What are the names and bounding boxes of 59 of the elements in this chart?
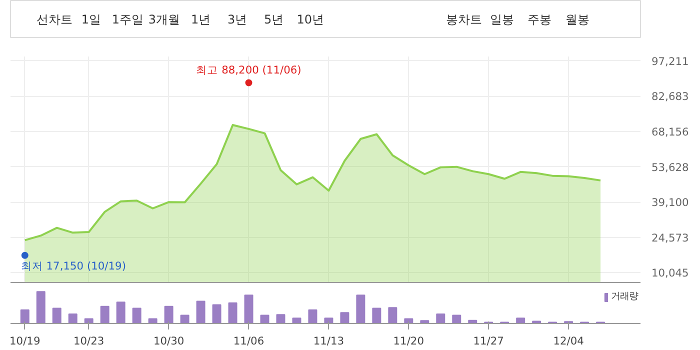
bar [84, 318, 94, 324]
x-tick-label: 10/30 [153, 334, 184, 348]
bar [212, 304, 222, 324]
bar [36, 291, 46, 324]
legend-label: 거래량 [611, 290, 638, 303]
bar [68, 313, 78, 324]
bar [244, 294, 254, 324]
text: 3년 [227, 12, 248, 26]
annotation: 최저 17,150 (10/19) [20, 259, 126, 272]
text: 3개월 [148, 12, 180, 26]
text: 5년 [264, 12, 284, 26]
text: 1년 [190, 12, 211, 26]
bar [148, 318, 158, 324]
text: 1일 [81, 12, 101, 26]
bar [164, 306, 174, 324]
y-tick-label: 82,683 [652, 90, 689, 104]
y-tick-label: 53,628 [652, 160, 690, 174]
bar [372, 308, 382, 324]
bar [52, 308, 62, 324]
y-tick-label: 10,045 [652, 266, 689, 280]
bar [452, 314, 462, 324]
bar [100, 306, 110, 324]
bar [516, 318, 526, 324]
y-tick-label: 39,100 [652, 196, 690, 210]
y-tick-label: 68,156 [652, 125, 690, 138]
x-tick-label: 11/06 [233, 334, 264, 348]
bar [292, 318, 302, 324]
bar [356, 294, 366, 324]
x-tick-label: 10/23 [73, 334, 104, 348]
text: 일봉 [490, 12, 514, 26]
x-tick-label: 11/20 [393, 334, 424, 348]
bar [420, 320, 430, 324]
x-tick-label: 10/19 [10, 334, 40, 348]
bar [308, 309, 318, 324]
bar [228, 302, 238, 324]
text: 10년 [296, 12, 324, 26]
bar [260, 314, 270, 324]
text: 주봉 [528, 12, 552, 26]
bar [132, 308, 142, 324]
x-tick-label: 11/27 [473, 334, 504, 348]
text: 봉차트 [446, 12, 482, 26]
bar [20, 309, 30, 324]
text: 월봉 [566, 12, 590, 26]
bar [180, 314, 190, 324]
y-tick-label: 97,211 [652, 54, 689, 68]
bar [404, 318, 414, 324]
annotation: 최고 88,200 (11/06) [196, 64, 302, 77]
bar [276, 314, 286, 324]
x-tick-label: 12/04 [553, 334, 584, 348]
bar [340, 312, 350, 324]
text: 1주일 [112, 12, 144, 26]
bar [116, 302, 126, 324]
bar [436, 313, 446, 324]
y-tick-label: 24,573 [652, 231, 689, 244]
bar [196, 300, 206, 324]
x-tick-label: 11/13 [313, 334, 344, 348]
bar [388, 307, 398, 324]
bar [324, 318, 334, 324]
text: 선차트 [36, 12, 73, 26]
